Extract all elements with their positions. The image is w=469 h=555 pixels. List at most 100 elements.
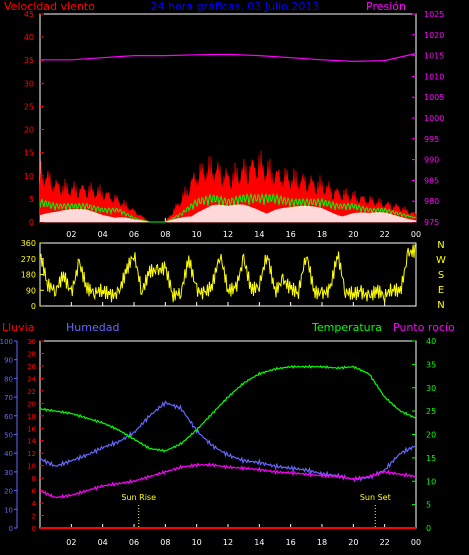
temperature-tick-label: 25 xyxy=(426,407,436,416)
pressure-axis-label: Presión xyxy=(366,0,406,13)
temperature-tick-label: 30 xyxy=(426,384,436,393)
pressure-tick-label: 995 xyxy=(424,135,439,144)
wind-tick-label: 30 xyxy=(24,79,34,88)
pressure-ticks: 975 980 985 990 995 1000 1005 1010 1015 1020 1025 xyxy=(412,10,444,227)
temperature-tick-label: 10 xyxy=(426,477,436,486)
compass-letter: N xyxy=(437,300,444,311)
temperature-axis-label: Temperatura xyxy=(311,321,382,334)
pressure-tick-label: 1010 xyxy=(424,72,444,81)
rain-tick-label: 0 xyxy=(32,525,36,533)
humidity-tick-label: 10 xyxy=(4,506,13,514)
wind-tick-label: 35 xyxy=(24,56,34,65)
humidity-ticks: 0 10 20 30 40 50 60 70 80 90 100 xyxy=(0,338,17,533)
rain-tick-label: 8 xyxy=(32,475,36,483)
wind-tick-label: 10 xyxy=(24,172,34,181)
climate-series xyxy=(39,364,417,529)
x-tick-label: 04 xyxy=(98,538,108,547)
rain-tick-label: 26 xyxy=(27,363,36,371)
sun-annotations: Sun Rise Sun Set xyxy=(121,493,391,528)
humidity-tick-label: 40 xyxy=(4,450,13,458)
direction-x-ticks xyxy=(70,302,417,306)
wind-mean-line xyxy=(39,192,417,223)
rain-tick-label: 4 xyxy=(32,500,37,508)
x-tick-label: 16 xyxy=(286,230,296,239)
pressure-tick-label: 1015 xyxy=(424,52,444,61)
x-tick-label: 16 xyxy=(286,538,296,547)
wind-tick-label: 45 xyxy=(24,10,34,19)
x-tick-label: 08 xyxy=(160,538,170,547)
direction-tick-label: 360 xyxy=(21,239,36,248)
wind-tick-label: 20 xyxy=(24,126,34,135)
humidity-tick-label: 0 xyxy=(9,525,13,533)
x-tick-label: 00 xyxy=(411,230,421,239)
x-tick-label: 08 xyxy=(160,230,170,239)
temperature-line xyxy=(40,364,417,453)
x-tick-label: 02 xyxy=(66,538,76,547)
rain-axis-label: Lluvia xyxy=(2,321,34,334)
x-tick-label: 22 xyxy=(380,230,390,239)
direction-tick-label: 90 xyxy=(26,286,36,295)
rain-tick-label: 30 xyxy=(27,338,36,346)
rain-tick-label: 12 xyxy=(27,450,36,458)
sun-marker-label: Sun Rise xyxy=(121,493,156,502)
x-tick-label: 20 xyxy=(348,538,358,547)
pressure-tick-label: 1020 xyxy=(424,31,444,40)
wind-speed-axis-label: Velocidad viento xyxy=(4,0,95,13)
wind-base-area xyxy=(40,204,416,222)
x-tick-label: 14 xyxy=(254,230,264,239)
humidity-axis-label: Humedad xyxy=(66,321,119,334)
x-tick-label: 12 xyxy=(223,538,233,547)
x-tick-label: 06 xyxy=(129,230,139,239)
compass-letter: S xyxy=(438,270,444,281)
compass-letter: W xyxy=(436,255,446,266)
direction-tick-label: 0 xyxy=(31,302,36,311)
x-tick-label: 00 xyxy=(411,538,421,547)
x-tick-label: 12 xyxy=(223,230,233,239)
x-tick-label: 10 xyxy=(192,230,202,239)
wind-tick-label: 5 xyxy=(29,195,34,204)
rain-tick-label: 20 xyxy=(27,400,36,408)
humidity-tick-label: 70 xyxy=(4,394,13,402)
x-tick-label: 04 xyxy=(98,230,108,239)
pressure-tick-label: 1000 xyxy=(424,114,444,123)
dewpoint-line xyxy=(39,462,417,499)
rain-tick-label: 18 xyxy=(27,413,36,421)
humidity-tick-label: 30 xyxy=(4,469,13,477)
temperature-tick-label: 35 xyxy=(426,360,436,369)
x-tick-label: 06 xyxy=(129,538,139,547)
x-tick-label: 14 xyxy=(254,538,264,547)
rain-tick-label: 22 xyxy=(27,388,36,396)
humidity-tick-label: 20 xyxy=(4,488,13,496)
wind-series xyxy=(39,52,417,223)
pressure-tick-label: 975 xyxy=(424,218,439,227)
pressure-tick-label: 1005 xyxy=(424,93,444,102)
pressure-line xyxy=(40,52,417,63)
wind-gust-area xyxy=(39,150,417,223)
humidity-tick-label: 100 xyxy=(0,338,13,346)
wind-tick-label: 40 xyxy=(24,33,34,42)
rain-tick-label: 28 xyxy=(27,350,36,358)
wind-tick-label: 25 xyxy=(24,102,34,111)
temperature-tick-label: 40 xyxy=(426,337,436,346)
humidity-tick-label: 60 xyxy=(4,413,13,421)
temperature-tick-label: 20 xyxy=(426,431,436,440)
wind-tick-label: 15 xyxy=(24,149,34,158)
x-tick-label: 02 xyxy=(66,230,76,239)
chart-title: 24 hora gráficas, 03 Julio 2013 xyxy=(151,0,320,13)
rain-tick-label: 24 xyxy=(27,375,36,383)
temperature-tick-label: 0 xyxy=(426,524,431,533)
humidity-tick-label: 50 xyxy=(4,432,13,440)
pressure-tick-label: 1025 xyxy=(424,10,444,19)
compass-letter: N xyxy=(437,240,444,251)
direction-series xyxy=(39,244,416,303)
rain-tick-label: 14 xyxy=(27,438,36,446)
rain-tick-label: 16 xyxy=(27,425,36,433)
direction-tick-label: 180 xyxy=(21,271,36,280)
pressure-tick-label: 980 xyxy=(424,197,439,206)
rain-tick-label: 2 xyxy=(32,513,36,521)
rain-tick-label: 6 xyxy=(32,488,37,496)
x-tick-label: 22 xyxy=(380,538,390,547)
humidity-tick-label: 80 xyxy=(4,375,13,383)
